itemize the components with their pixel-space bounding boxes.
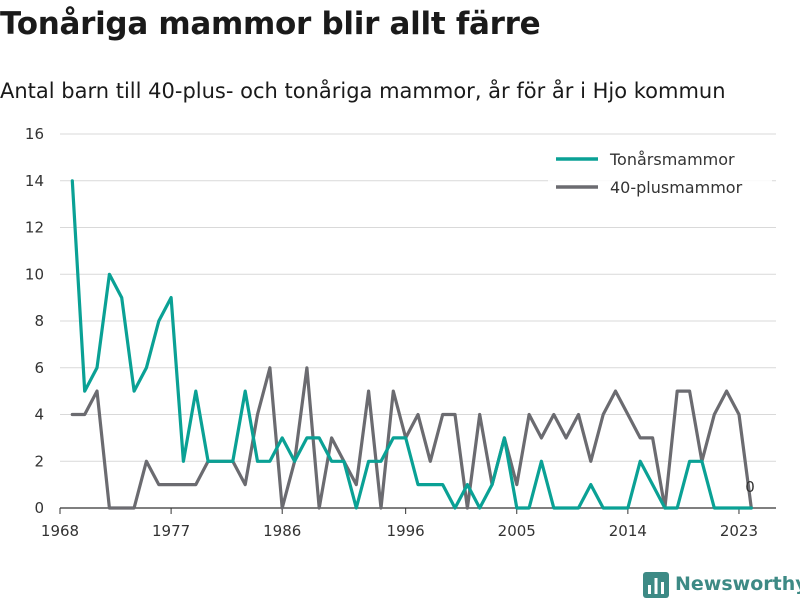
y-tick-label: 4	[34, 406, 44, 424]
x-tick-label: 1996	[387, 522, 425, 540]
x-axis: 1968 1977 1986 1996 2005 2014 2023	[41, 507, 776, 540]
bar-chart-icon	[643, 572, 669, 598]
x-tick-label: 1968	[41, 522, 79, 540]
brand-name: Newsworthy	[675, 573, 800, 595]
chart-title: Tonåriga mammor blir allt färre	[0, 6, 541, 42]
y-tick-label: 16	[25, 125, 44, 143]
y-tick-label: 2	[34, 452, 44, 470]
chart-subtitle: Antal barn till 40-plus- och tonåriga ma…	[0, 79, 726, 103]
series-lines	[70, 179, 753, 510]
x-tick-label: 1977	[152, 522, 190, 540]
end-value-label: 0	[745, 478, 755, 496]
y-tick-label: 8	[34, 312, 44, 330]
brand-logo: Newsworthy	[643, 568, 800, 600]
x-tick-label: 2014	[609, 522, 647, 540]
y-tick-label: 12	[25, 219, 44, 237]
x-tick-label: 2023	[720, 522, 758, 540]
legend-background	[548, 144, 772, 206]
legend-label: Tonårsmammor	[609, 150, 735, 169]
y-tick-label: 6	[34, 359, 44, 377]
series-line-tonarsmammor	[70, 179, 753, 510]
legend: Tonårsmammor 40-plusmammor	[548, 144, 772, 206]
x-tick-label: 2005	[498, 522, 536, 540]
x-tick-label: 1986	[263, 522, 301, 540]
y-tick-label: 10	[25, 265, 44, 283]
y-tick-label: 0	[34, 499, 44, 517]
y-axis-labels: 0 2 4 6 8 10 12 14 16	[25, 125, 44, 517]
y-tick-label: 14	[25, 172, 44, 190]
series-line-40-plusmammor	[70, 366, 753, 510]
legend-label: 40-plusmammor	[610, 178, 743, 197]
